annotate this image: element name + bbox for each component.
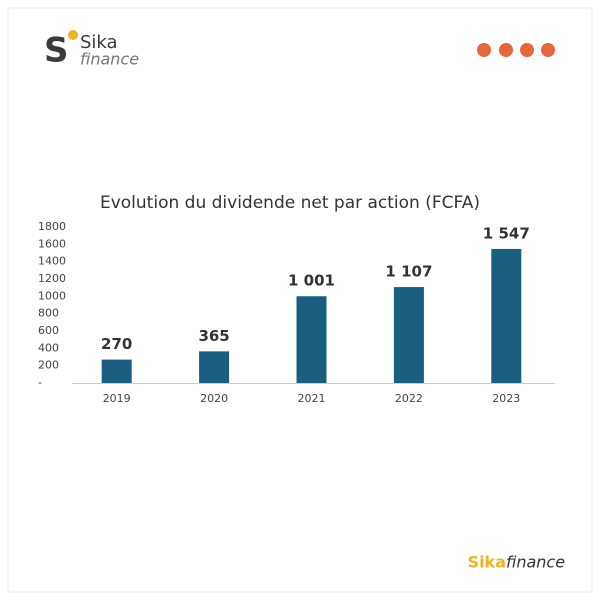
bar <box>101 359 132 383</box>
footer-brand-b: finance <box>506 553 565 572</box>
value-label: 365 <box>198 327 229 345</box>
x-tick-label: 2021 <box>298 392 326 405</box>
logo-sub: finance <box>80 50 139 69</box>
bar <box>296 296 327 383</box>
value-label: 1 547 <box>483 224 530 242</box>
y-tick-label: 600 <box>38 324 59 337</box>
logo-mark: S <box>44 31 69 71</box>
facebook-icon[interactable] <box>520 43 534 57</box>
footer-brand-a: Sika <box>468 553 506 572</box>
logo-name: Sika <box>80 32 118 53</box>
twitter-icon[interactable] <box>477 43 491 57</box>
bar <box>199 351 230 383</box>
youtube-icon[interactable] <box>499 43 513 57</box>
logo-dot <box>68 30 78 40</box>
y-tick-label: 800 <box>38 307 59 320</box>
social-icons <box>477 43 555 57</box>
y-tick-label: 1200 <box>38 272 66 285</box>
value-label: 1 107 <box>385 263 432 281</box>
x-tick-label: 2022 <box>395 392 423 405</box>
y-tick-label: 400 <box>38 341 59 354</box>
y-tick-label: 1800 <box>38 220 66 233</box>
chart-title: Evolution du dividende net par action (F… <box>100 193 480 213</box>
x-tick-label: 2023 <box>492 392 520 405</box>
y-tick-label: 1000 <box>38 289 66 302</box>
y-tick-label: 1400 <box>38 255 66 268</box>
y-tick-label: 1600 <box>38 237 66 250</box>
y-tick-label: 200 <box>38 359 59 372</box>
x-tick-label: 2019 <box>103 392 131 405</box>
instagram-icon[interactable] <box>541 43 555 57</box>
value-label: 1 001 <box>288 272 335 290</box>
x-tick-label: 2020 <box>200 392 228 405</box>
y-tick-label: - <box>38 376 42 389</box>
bar <box>491 248 522 383</box>
value-label: 270 <box>101 335 132 353</box>
bar <box>393 287 424 383</box>
